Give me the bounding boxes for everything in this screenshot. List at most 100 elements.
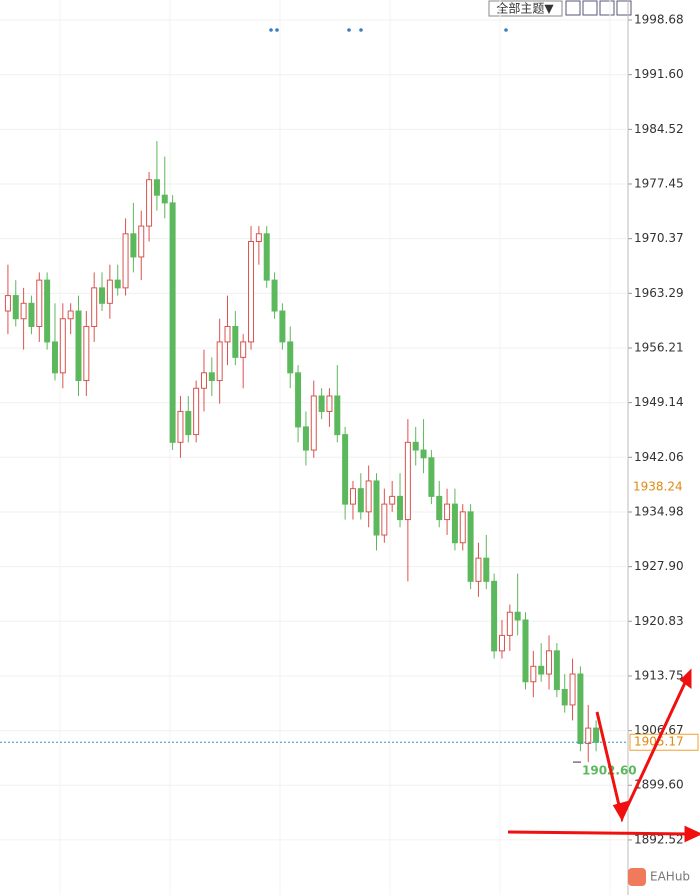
candle-body bbox=[271, 279, 278, 312]
candle-body bbox=[349, 488, 356, 505]
candle-body bbox=[420, 449, 427, 459]
candle-body bbox=[185, 410, 192, 436]
candle-body bbox=[130, 233, 137, 258]
candle-body bbox=[444, 503, 451, 521]
candle-body bbox=[459, 511, 466, 544]
candle-body bbox=[546, 650, 553, 675]
tool-prev[interactable] bbox=[599, 0, 615, 16]
candle-body bbox=[232, 325, 239, 358]
candle-body bbox=[451, 503, 458, 544]
candle-body bbox=[161, 194, 168, 204]
candle-body bbox=[397, 495, 404, 521]
candle-body bbox=[357, 488, 364, 513]
tool-zoom[interactable] bbox=[582, 0, 598, 16]
candle-body bbox=[263, 233, 270, 281]
theme-button-label[interactable]: 全部主题▼ bbox=[496, 1, 554, 16]
candle-body bbox=[177, 410, 184, 443]
y-tick-label: 1899.60 bbox=[634, 778, 684, 792]
candle-body bbox=[522, 619, 529, 683]
candle-body bbox=[310, 395, 317, 451]
tool-next[interactable] bbox=[616, 0, 632, 16]
candle-body bbox=[553, 650, 560, 690]
candle-body bbox=[593, 727, 600, 743]
candle-body bbox=[67, 310, 74, 320]
candle-body bbox=[216, 341, 223, 382]
annotations bbox=[507, 668, 700, 843]
tool-move[interactable] bbox=[565, 0, 581, 16]
candle-body bbox=[224, 325, 231, 343]
y-tick-label: 1984.52 bbox=[634, 122, 684, 136]
candle-body bbox=[75, 310, 82, 382]
y-tick-label: 1949.14 bbox=[634, 395, 684, 409]
candle-body bbox=[193, 387, 200, 436]
candle-body bbox=[491, 580, 498, 652]
candle-body bbox=[83, 325, 90, 382]
candle-body bbox=[20, 302, 27, 320]
candle-body bbox=[240, 341, 247, 358]
y-tick-label: 1963.29 bbox=[634, 286, 684, 300]
candle-body bbox=[428, 457, 435, 497]
candle-body bbox=[506, 611, 513, 636]
current-price-box bbox=[629, 733, 699, 751]
candle-body bbox=[295, 372, 302, 428]
candle-body bbox=[412, 441, 419, 451]
candle-body bbox=[577, 673, 584, 745]
y-tick-label: 1920.83 bbox=[634, 614, 684, 628]
candle-body bbox=[530, 665, 537, 683]
candle-body bbox=[569, 673, 576, 706]
y-tick-label: 1977.45 bbox=[634, 176, 684, 190]
y-tick-label: 1970.37 bbox=[634, 231, 684, 245]
y-tick-label: 1927.90 bbox=[634, 559, 684, 573]
candle-body bbox=[200, 372, 207, 389]
y-tick-label: 1942.06 bbox=[634, 450, 684, 464]
y-tick-label: 1956.21 bbox=[634, 341, 684, 355]
candle-body bbox=[99, 287, 106, 304]
candle-body bbox=[208, 372, 215, 382]
y-tick-label: 1892.52 bbox=[634, 832, 684, 846]
candle-body bbox=[538, 665, 545, 675]
candle-body bbox=[585, 727, 592, 745]
candle-body bbox=[342, 434, 349, 505]
candle-body bbox=[404, 441, 411, 521]
candle-body bbox=[248, 241, 255, 343]
candle-body bbox=[36, 279, 43, 327]
candle-body bbox=[12, 295, 19, 320]
y-tick-label: 1934.98 bbox=[634, 504, 684, 518]
candle-body bbox=[44, 279, 51, 343]
candle-body bbox=[91, 287, 98, 327]
candle-body bbox=[381, 503, 388, 536]
candle-body bbox=[255, 233, 262, 243]
candle-body bbox=[334, 395, 341, 436]
marked-price-label: 1938.24 bbox=[633, 479, 683, 493]
y-tick-label: 1906.67 bbox=[634, 723, 684, 737]
candle-body bbox=[514, 611, 521, 621]
candle-body bbox=[302, 426, 309, 451]
candle-body bbox=[279, 310, 286, 343]
candle-body bbox=[287, 341, 294, 374]
brand-text: EAHub bbox=[650, 870, 690, 884]
candle-body bbox=[153, 179, 160, 196]
event-markers bbox=[269, 28, 508, 32]
candle-body bbox=[106, 279, 113, 304]
candle-body bbox=[4, 295, 11, 312]
candle-body bbox=[114, 279, 121, 289]
candle-body bbox=[498, 634, 505, 652]
y-tick-label: 1998.68 bbox=[634, 13, 684, 27]
theme-button[interactable] bbox=[488, 0, 563, 17]
candle-body bbox=[475, 557, 482, 582]
candle-body bbox=[389, 495, 396, 505]
candle-body bbox=[318, 395, 325, 412]
candle-body bbox=[467, 511, 474, 582]
candle-body bbox=[59, 318, 66, 374]
y-tick-label: 1991.60 bbox=[634, 67, 684, 81]
candle-body bbox=[28, 302, 35, 327]
candle-body bbox=[138, 225, 145, 258]
candle-body bbox=[146, 179, 153, 227]
candle-body bbox=[483, 557, 490, 582]
brand: EAHub bbox=[628, 868, 690, 886]
candle-body bbox=[326, 395, 333, 412]
candle-body bbox=[122, 233, 129, 289]
candle-body bbox=[561, 688, 568, 706]
candle-body bbox=[365, 480, 372, 513]
